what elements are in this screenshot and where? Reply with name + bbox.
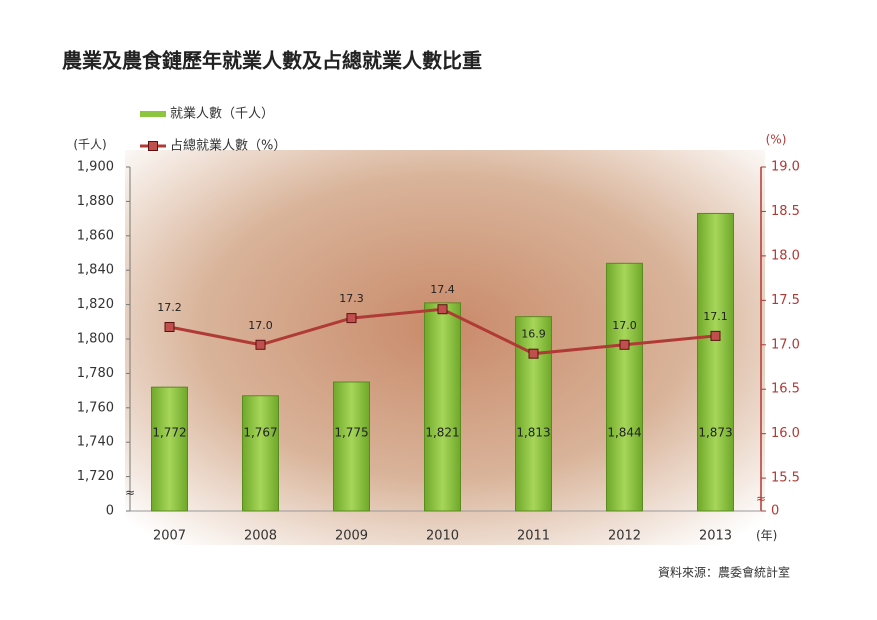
- legend-swatch: [140, 111, 166, 117]
- bar-label: 1,775: [334, 426, 368, 440]
- line-label: 17.0: [612, 319, 637, 332]
- line-marker: [619, 339, 630, 350]
- bar-label: 1,767: [243, 426, 277, 440]
- bar-label: 1,873: [698, 426, 732, 440]
- y2-tick-label: 17.5: [771, 293, 800, 308]
- y-tick-label: 1,760: [77, 400, 114, 415]
- y-tick-label: 1,880: [77, 194, 114, 209]
- line-marker: [164, 322, 175, 332]
- legend-label: 占總就業人數（%）: [170, 138, 286, 154]
- axis-break: ≈: [756, 492, 766, 506]
- line-label: 16.9: [521, 328, 546, 341]
- line-marker: [528, 348, 539, 359]
- y2-tick-label: 18.0: [771, 248, 800, 263]
- line-label: 17.4: [430, 283, 455, 296]
- line-label: 17.0: [248, 319, 273, 332]
- x-tick-label: 2010: [426, 529, 459, 544]
- bar-label: 1,772: [152, 426, 186, 440]
- x-unit: (年): [756, 529, 777, 543]
- bar-label: 1,821: [425, 426, 459, 440]
- bar: [151, 386, 188, 512]
- bar-label: 1,844: [607, 426, 641, 440]
- bar: [697, 212, 734, 512]
- y2-tick-label: 15.5: [771, 471, 800, 486]
- bar-label: 1,813: [516, 426, 550, 440]
- bar: [606, 262, 643, 512]
- axis-break: ≈: [125, 486, 135, 500]
- line-marker: [346, 313, 357, 324]
- chart-title: 農業及農食鏈歷年就業人數及占總就業人數比重: [62, 49, 482, 73]
- x-tick-label: 2012: [608, 529, 641, 544]
- line-label: 17.3: [339, 292, 364, 305]
- line-label: 17.2: [157, 301, 182, 314]
- x-tick-label: 2009: [335, 529, 368, 544]
- y-tick-label: 1,800: [77, 332, 114, 347]
- y2-tick-label: 0: [771, 504, 779, 519]
- bar: [424, 302, 461, 512]
- y-tick-label: 1,860: [77, 228, 114, 243]
- x-tick-label: 2007: [153, 529, 186, 544]
- x-tick-label: 2013: [699, 529, 732, 544]
- bar: [515, 316, 552, 512]
- bar: [242, 395, 279, 512]
- y-tick-label: 0: [106, 504, 114, 519]
- y-unit: (千人): [73, 138, 106, 152]
- y-tick-label: 1,900: [77, 160, 114, 175]
- y-tick-label: 1,780: [77, 366, 114, 381]
- y2-tick-label: 18.5: [771, 204, 800, 219]
- y-tick-label: 1,840: [77, 263, 114, 278]
- y2-tick-label: 16.5: [771, 382, 800, 397]
- x-tick-label: 2011: [517, 529, 550, 544]
- line-marker: [255, 339, 266, 350]
- legend-swatch: [148, 141, 158, 151]
- legend-label: 就業人數（千人）: [170, 106, 274, 122]
- x-tick-label: 2008: [244, 529, 277, 544]
- y-tick-label: 1,740: [77, 435, 114, 450]
- y2-tick-label: 17.0: [771, 337, 800, 352]
- y2-tick-label: 16.0: [771, 426, 800, 441]
- y2-unit: (%): [766, 133, 787, 147]
- line-label: 17.1: [703, 310, 728, 323]
- line-marker: [437, 304, 448, 315]
- y-tick-label: 1,820: [77, 297, 114, 312]
- y-tick-label: 1,720: [77, 469, 114, 484]
- line-marker: [710, 330, 721, 341]
- source: 資料來源：農委會統計室: [658, 565, 790, 580]
- bar: [333, 381, 370, 512]
- y2-tick-label: 19.0: [771, 160, 800, 175]
